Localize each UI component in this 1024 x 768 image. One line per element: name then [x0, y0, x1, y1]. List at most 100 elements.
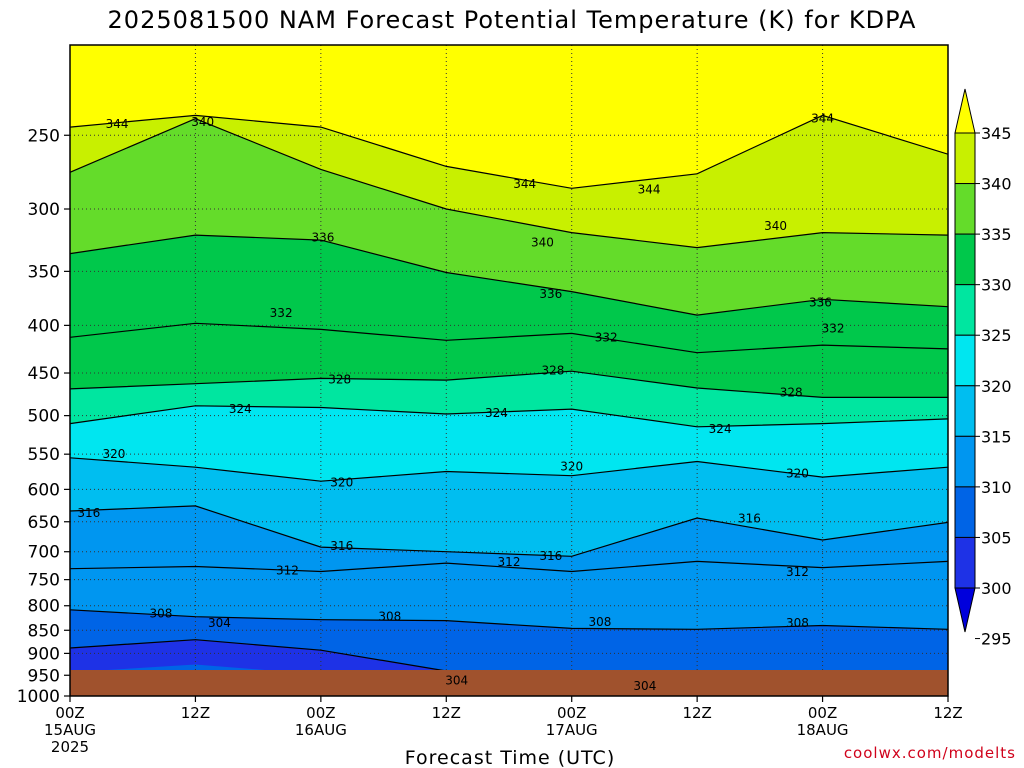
contour-label: 308 — [378, 610, 401, 624]
contour-labels: 344 340 336 332 328 324 320 316 320 316 312 308 304 3… — [77, 112, 844, 693]
contour-label: 316 — [77, 506, 100, 520]
colorbar-swatch — [954, 334, 976, 387]
x-tick-label: 12Z — [181, 704, 210, 722]
contour-label: 304 — [208, 616, 231, 630]
x-tick-label: 00Z — [808, 704, 837, 722]
contour-label: 308 — [588, 615, 611, 629]
colorbar-tick-label: 305 — [981, 528, 1012, 547]
contour-label: 344 — [106, 117, 129, 131]
contour-label: 344 — [513, 177, 536, 191]
contour-label: 340 — [764, 219, 787, 233]
fill-band — [70, 405, 948, 482]
y-tick-label: 650 — [28, 513, 60, 533]
fill-band — [70, 457, 948, 557]
contour-label: 328 — [541, 363, 564, 377]
colorbar-tick-label: 345 — [981, 124, 1012, 143]
fill-band — [70, 323, 948, 398]
y-tick-label: 850 — [28, 621, 60, 641]
x-tick-label: 00Z — [55, 704, 84, 722]
contour-line-308 — [70, 609, 948, 630]
contour-label: 328 — [328, 372, 351, 386]
fill-band — [70, 505, 948, 572]
x-tick-date: 15AUG — [44, 721, 96, 739]
fill-band — [70, 371, 948, 427]
contour-label: 344 — [811, 112, 834, 126]
contour-label: 312 — [498, 555, 521, 569]
contour-label: 332 — [822, 321, 845, 335]
contour-label: 320 — [786, 467, 809, 481]
contour-label: 320 — [102, 447, 125, 461]
colorbar-swatch — [954, 132, 976, 185]
contour-label: 308 — [149, 606, 172, 620]
y-tick-label: 500 — [28, 407, 60, 427]
filled-contours — [70, 45, 948, 696]
colorbar-top-arrow — [954, 88, 976, 134]
x-tick-label: 12Z — [682, 704, 711, 722]
contour-label: 340 — [531, 236, 554, 250]
contour-label: 304 — [633, 679, 656, 693]
contour-label: 312 — [276, 563, 299, 577]
contour-line-340 — [70, 118, 948, 249]
colorbar-tick-label: 325 — [981, 326, 1012, 345]
x-tick-date: 18AUG — [797, 721, 849, 739]
contour-label: 344 — [638, 183, 661, 197]
ground-band — [70, 670, 948, 696]
fill-band — [70, 609, 948, 678]
contour-label: 336 — [809, 295, 832, 309]
x-tick-label: 00Z — [306, 704, 335, 722]
x-tick-date: 17AUG — [546, 721, 598, 739]
colorbar-swatch — [954, 233, 976, 286]
colorbar-tick-label: 330 — [981, 276, 1012, 295]
colorbar-tick-label: 310 — [981, 478, 1012, 497]
colorbar: 345 340 335 330 325 320 315 310 305 300 295 — [954, 88, 1012, 649]
contour-label: 320 — [560, 459, 583, 473]
x-tick-date: 16AUG — [295, 721, 347, 739]
contour-label: 340 — [191, 115, 214, 129]
colorbar-tick-label: 295 — [981, 630, 1012, 649]
colorbar-swatch — [954, 183, 976, 235]
colorbar-swatch — [954, 435, 976, 488]
contour-label: 304 — [445, 673, 468, 687]
contour-line-312 — [70, 560, 948, 573]
y-tick-label: 1000 — [17, 687, 60, 707]
contour-label: 336 — [539, 287, 562, 301]
y-tick-label: 400 — [28, 316, 60, 336]
colorbar-tick-label: 315 — [981, 427, 1012, 446]
contour-line-316 — [70, 505, 948, 557]
fill-band — [70, 561, 948, 630]
x-tick-year: 2025 — [51, 738, 89, 756]
colorbar-tick-label: 320 — [981, 377, 1012, 396]
colorbar-tick-label: 300 — [981, 579, 1012, 598]
colorbar-swatch — [954, 284, 976, 336]
contour-label: 328 — [780, 385, 803, 399]
y-tick-label: 750 — [28, 571, 60, 591]
y-tick-label: 450 — [28, 364, 60, 384]
contour-label: 324 — [485, 406, 508, 420]
colorbar-tick-label: 340 — [981, 175, 1012, 194]
contour-label: 316 — [330, 539, 353, 553]
y-tick-label: 300 — [28, 200, 60, 220]
contour-label: 316 — [738, 512, 761, 526]
x-axis-label: Forecast Time (UTC) — [405, 747, 615, 768]
x-tick-label: 00Z — [557, 704, 586, 722]
y-tick-label: 900 — [28, 644, 60, 664]
contour-line-344 — [70, 114, 948, 189]
chart-title: 2025081500 NAM Forecast Potential Temper… — [108, 6, 917, 34]
x-tick-label: 12Z — [933, 704, 962, 722]
x-tick-label: 12Z — [432, 704, 461, 722]
contour-label: 324 — [709, 422, 732, 436]
contour-line-332 — [70, 322, 948, 354]
colorbar-swatch — [954, 536, 976, 589]
contour-line-328 — [70, 370, 948, 398]
credit-text: coolwx.com/modelts — [844, 744, 1016, 762]
contour-line-336 — [70, 234, 948, 316]
y-tick-label: 250 — [28, 126, 60, 146]
colorbar-bottom-arrow — [954, 587, 976, 633]
fill-band — [70, 115, 948, 248]
colorbar-swatch — [954, 385, 976, 437]
contour-label: 320 — [330, 476, 353, 490]
fill-band — [70, 235, 948, 353]
contour-line-324 — [70, 405, 948, 428]
